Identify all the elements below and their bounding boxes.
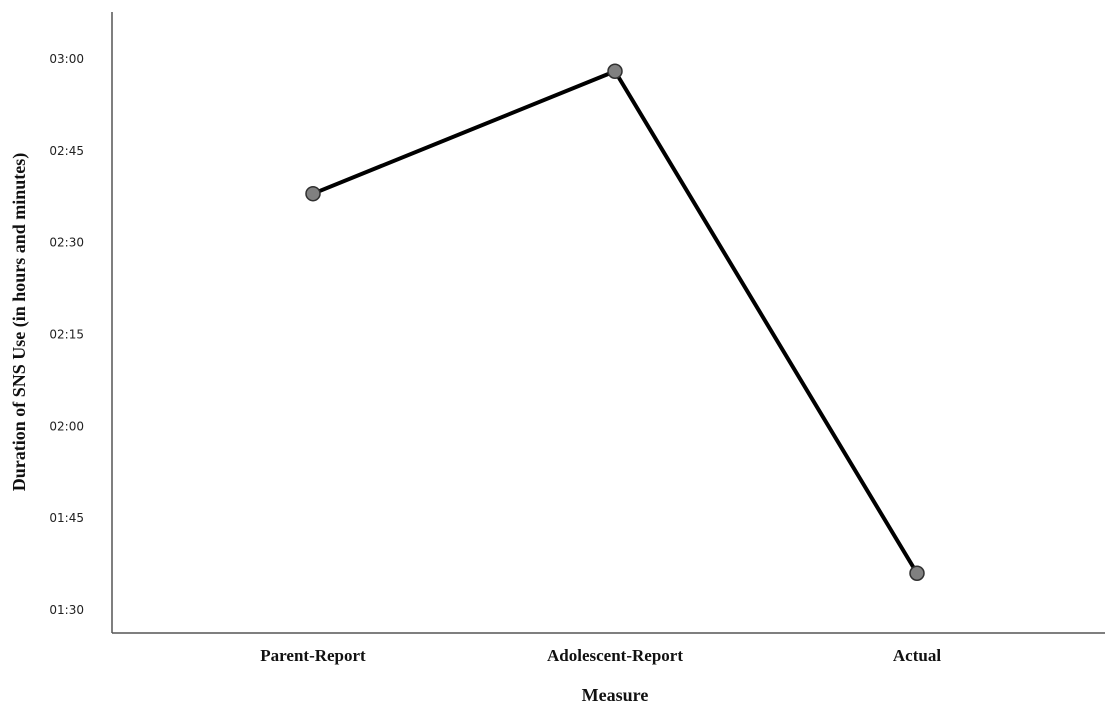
y-tick-label: 01:45: [49, 511, 84, 525]
y-tick-label: 02:30: [49, 236, 84, 250]
y-tick-label: 01:30: [49, 603, 84, 617]
x-tick-label: Parent-Report: [260, 646, 366, 665]
axes: [111, 12, 1105, 634]
y-axis-title: Duration of SNS Use (in hours and minute…: [9, 153, 30, 492]
y-tick-label: 02:45: [49, 144, 84, 158]
series-group: [305, 63, 925, 582]
y-tick-label: 03:00: [49, 52, 84, 66]
y-tick-label: 02:15: [49, 328, 84, 342]
y-tick-labels: 01:30 01:45 02:00 02:15 02:30 02:45 03:00: [49, 52, 84, 617]
data-point: [305, 185, 321, 202]
y-tick-label: 02:00: [49, 419, 84, 433]
x-axis-title: Measure: [582, 685, 649, 704]
data-point: [607, 63, 623, 79]
series-line: [311, 69, 919, 576]
x-tick-label: Adolescent-Report: [547, 646, 683, 665]
data-point: [909, 565, 925, 582]
x-tick-label: Actual: [893, 646, 941, 665]
x-tick-labels: Parent-Report Adolescent-Report Actual: [260, 646, 941, 665]
